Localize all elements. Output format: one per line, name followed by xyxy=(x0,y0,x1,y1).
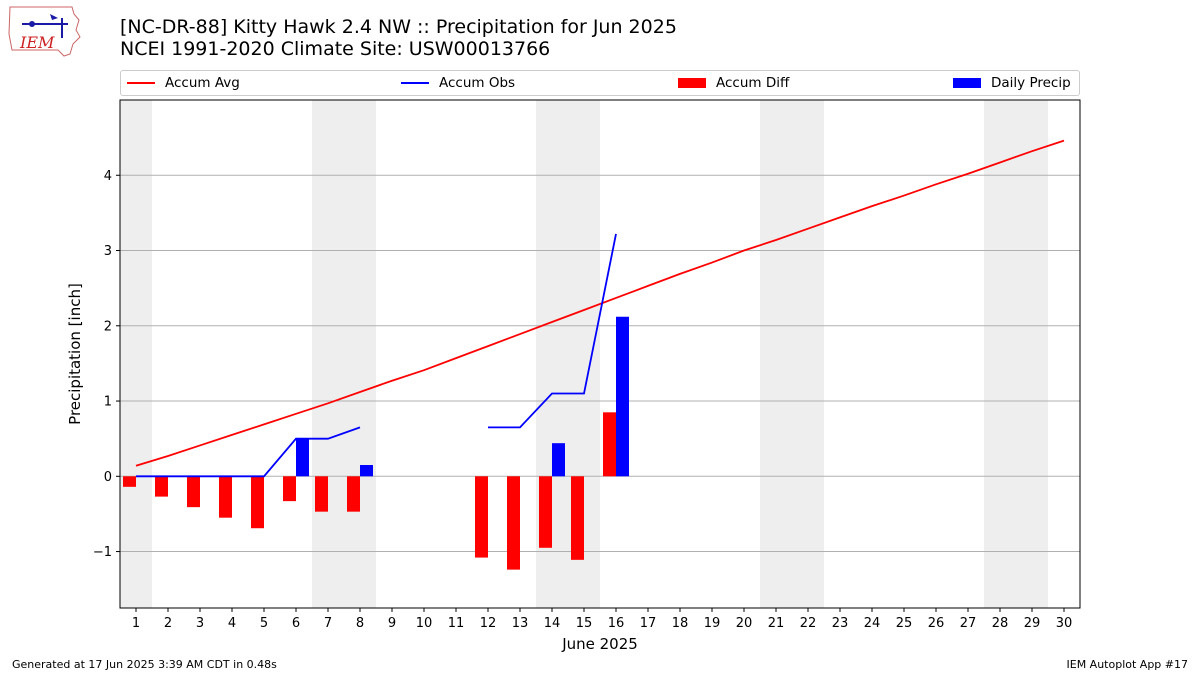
chart-subtitle: NCEI 1991-2020 Climate Site: USW00013766 xyxy=(120,38,551,60)
x-tick-label: 18 xyxy=(672,616,689,631)
footer-app-text: IEM Autoplot App #17 xyxy=(1066,658,1189,671)
accum-obs-line xyxy=(136,426,361,478)
plot-frame xyxy=(119,99,1081,609)
x-tick-label: 14 xyxy=(544,616,561,631)
y-axis-label: Precipitation [inch] xyxy=(66,283,84,425)
accum-diff-bar xyxy=(251,476,264,529)
x-tick-label: 9 xyxy=(388,616,396,631)
x-tick-label: 28 xyxy=(992,616,1009,631)
accum-diff-bar xyxy=(539,476,552,548)
x-tick-label: 2 xyxy=(164,616,172,631)
x-tick-label: 20 xyxy=(736,616,753,631)
x-tick-label: 16 xyxy=(608,616,625,631)
accum-diff-bar xyxy=(507,476,520,570)
y-tick-label: 1 xyxy=(104,395,112,410)
accum-diff-bar xyxy=(315,476,328,512)
accum-diff-bar xyxy=(475,476,488,558)
daily-precip-bar xyxy=(616,316,629,477)
x-tick-label: 1 xyxy=(132,616,140,631)
legend-label-accum-avg: Accum Avg xyxy=(165,75,240,91)
weekend-shade xyxy=(760,100,824,608)
x-tick-label: 11 xyxy=(448,616,465,631)
x-tick-label: 24 xyxy=(864,616,881,631)
daily-precip-bar xyxy=(552,443,565,477)
accum-diff-bar xyxy=(219,476,232,518)
accum-diff-bar xyxy=(283,476,296,502)
x-tick-label: 4 xyxy=(228,616,236,631)
y-tick-label: 0 xyxy=(104,470,112,485)
x-tick-label: 15 xyxy=(576,616,593,631)
x-tick-label: 27 xyxy=(960,616,977,631)
accum-diff-bar xyxy=(187,476,200,508)
x-tick-label: 3 xyxy=(196,616,204,631)
accum-diff-bar xyxy=(347,476,360,512)
chart-title-block: [NC-DR-88] Kitty Hawk 2.4 NW :: Precipit… xyxy=(120,16,677,60)
y-tick-label: −1 xyxy=(93,545,112,560)
y-tick-label: 4 xyxy=(104,169,112,184)
legend-label-accum-diff: Accum Diff xyxy=(716,75,790,91)
x-tick-label: 30 xyxy=(1056,616,1073,631)
accum-diff-bar xyxy=(571,476,584,560)
x-tick-label: 7 xyxy=(324,616,332,631)
legend-item-daily-precip: Daily Precip xyxy=(953,71,1071,95)
iem-logo-graphic: IEM xyxy=(8,6,81,57)
y-tick-label: 2 xyxy=(104,319,112,334)
x-tick-label: 29 xyxy=(1024,616,1041,631)
legend-item-accum-avg: Accum Avg xyxy=(127,71,240,95)
chart-title: [NC-DR-88] Kitty Hawk 2.4 NW :: Precipit… xyxy=(120,16,677,38)
weekend-shade xyxy=(120,100,152,608)
accum-diff-bar xyxy=(123,476,136,487)
y-tick-label: 3 xyxy=(104,244,112,259)
legend-swatch-accum-avg xyxy=(127,82,155,84)
legend-item-accum-obs: Accum Obs xyxy=(401,71,515,95)
accum-avg-line xyxy=(135,139,1065,467)
x-tick-label: 19 xyxy=(704,616,721,631)
x-tick-label: 26 xyxy=(928,616,945,631)
x-tick-label: 10 xyxy=(416,616,433,631)
accum-obs-line xyxy=(488,233,617,429)
weekend-shade xyxy=(984,100,1048,608)
x-tick-label: 22 xyxy=(800,616,817,631)
legend-swatch-accum-diff xyxy=(678,78,706,88)
x-tick-label: 8 xyxy=(356,616,364,631)
x-tick-label: 21 xyxy=(768,616,785,631)
legend-label-daily-precip: Daily Precip xyxy=(991,75,1071,91)
x-axis-label: June 2025 xyxy=(561,635,638,653)
x-tick-label: 12 xyxy=(480,616,497,631)
x-tick-label: 23 xyxy=(832,616,849,631)
daily-precip-bar xyxy=(296,438,309,477)
accum-diff-bar xyxy=(603,412,616,477)
legend-item-accum-diff: Accum Diff xyxy=(678,71,789,95)
x-tick-label: 17 xyxy=(640,616,657,631)
legend-label-accum-obs: Accum Obs xyxy=(439,75,516,91)
daily-precip-bar xyxy=(360,465,373,477)
x-tick-label: 25 xyxy=(896,616,913,631)
x-tick-label: 13 xyxy=(512,616,529,631)
legend-swatch-accum-obs xyxy=(401,82,429,84)
x-tick-label: 6 xyxy=(292,616,300,631)
x-tick-label: 5 xyxy=(260,616,268,631)
chart-legend: Accum Avg Accum Obs Accum Diff Daily Pre… xyxy=(120,70,1080,96)
legend-swatch-daily-precip xyxy=(953,78,981,88)
footer-generated-text: Generated at 17 Jun 2025 3:39 AM CDT in … xyxy=(12,658,277,671)
iem-logo: IEM xyxy=(6,4,82,60)
accum-diff-bar xyxy=(155,476,168,497)
iem-logo-text: IEM xyxy=(19,33,55,52)
weekend-shade xyxy=(312,100,376,608)
